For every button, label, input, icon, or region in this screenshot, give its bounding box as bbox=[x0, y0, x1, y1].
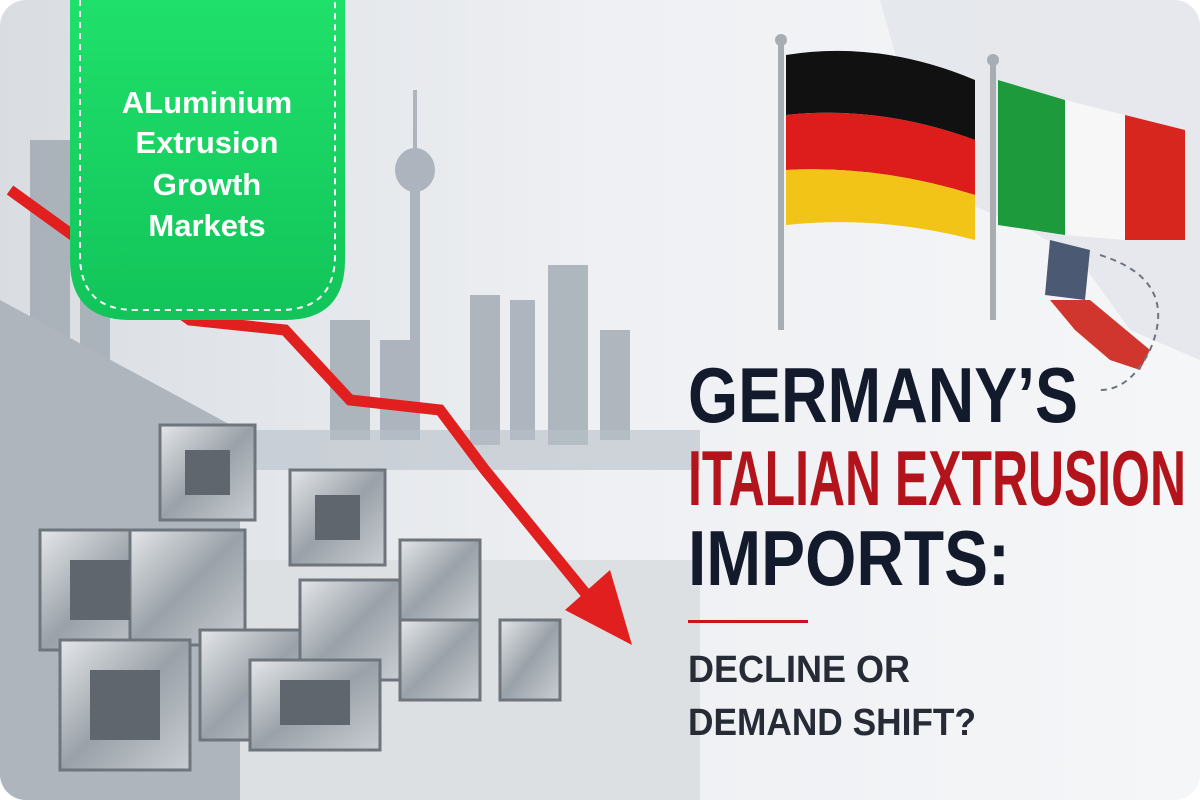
trend-arrowhead bbox=[565, 570, 632, 645]
route-arrow bbox=[1099, 254, 1160, 391]
profiles bbox=[0, 300, 562, 800]
badge-line: Extrusion bbox=[136, 125, 279, 160]
subtitle-line: DECLINE OR bbox=[688, 649, 910, 691]
badge-line: Growth bbox=[153, 167, 262, 202]
headline-line: GERMANY’S bbox=[688, 351, 1078, 439]
headline-line: IMPORTS: bbox=[688, 514, 1010, 602]
badge-line: Markets bbox=[148, 208, 265, 243]
divider bbox=[688, 620, 808, 623]
italian-flag bbox=[987, 54, 1185, 320]
italy-map bbox=[1050, 300, 1150, 370]
german-flag bbox=[775, 34, 975, 330]
badge bbox=[70, 0, 345, 320]
headline-line: ITALIAN EXTRUSION bbox=[688, 434, 1186, 522]
subtitle-line: DEMAND SHIFT? bbox=[688, 702, 976, 744]
badge-line: ALuminium bbox=[122, 85, 293, 120]
germany-map bbox=[1045, 240, 1090, 300]
badge-stitch bbox=[79, 0, 336, 311]
